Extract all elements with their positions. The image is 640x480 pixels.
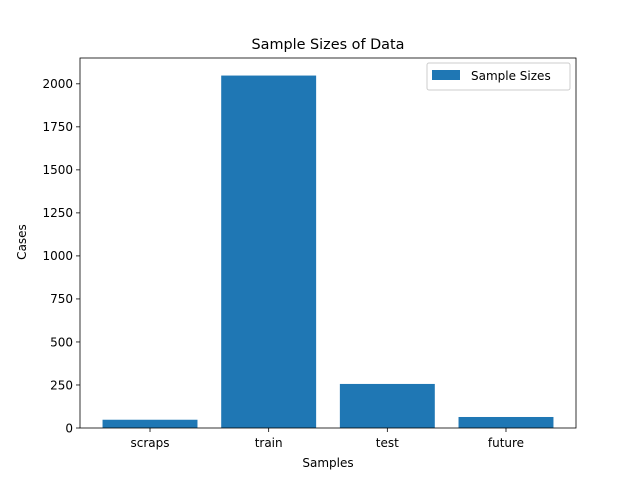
chart-title: Sample Sizes of Data [252,37,405,53]
legend-box [426,62,571,91]
x-tick-label: train [255,436,283,450]
y-axis-label: Cases [15,224,29,260]
plot-area-frame [79,57,577,429]
bar-train [221,75,317,428]
y-tick-label: 1000 [42,249,73,263]
bar-test [339,383,435,428]
y-tick-label: 0 [65,421,73,435]
legend-label-sample-sizes: Sample Sizes [471,69,551,83]
bar-future [458,416,554,428]
legend: Sample Sizes [426,62,571,91]
y-tick-label: 1250 [42,206,73,220]
y-tick-label: 750 [50,292,73,306]
x-tick-label: future [488,436,524,450]
y-tick-label: 1500 [42,163,73,177]
y-axis-ticks: 0 250 500 750 1000 1250 1500 1750 2000 [42,77,80,435]
y-tick-label: 1750 [42,120,73,134]
bar-scraps [102,419,198,428]
y-tick-label: 500 [50,335,73,349]
legend-swatch-sample-sizes [432,70,460,80]
y-tick-label: 2000 [42,77,73,91]
bars-group [102,75,554,428]
x-tick-label: scraps [131,436,170,450]
x-axis-ticks: scraps train test future [131,428,524,450]
y-tick-label: 250 [50,378,73,392]
x-axis-label: Samples [302,456,353,470]
x-tick-label: test [376,436,399,450]
